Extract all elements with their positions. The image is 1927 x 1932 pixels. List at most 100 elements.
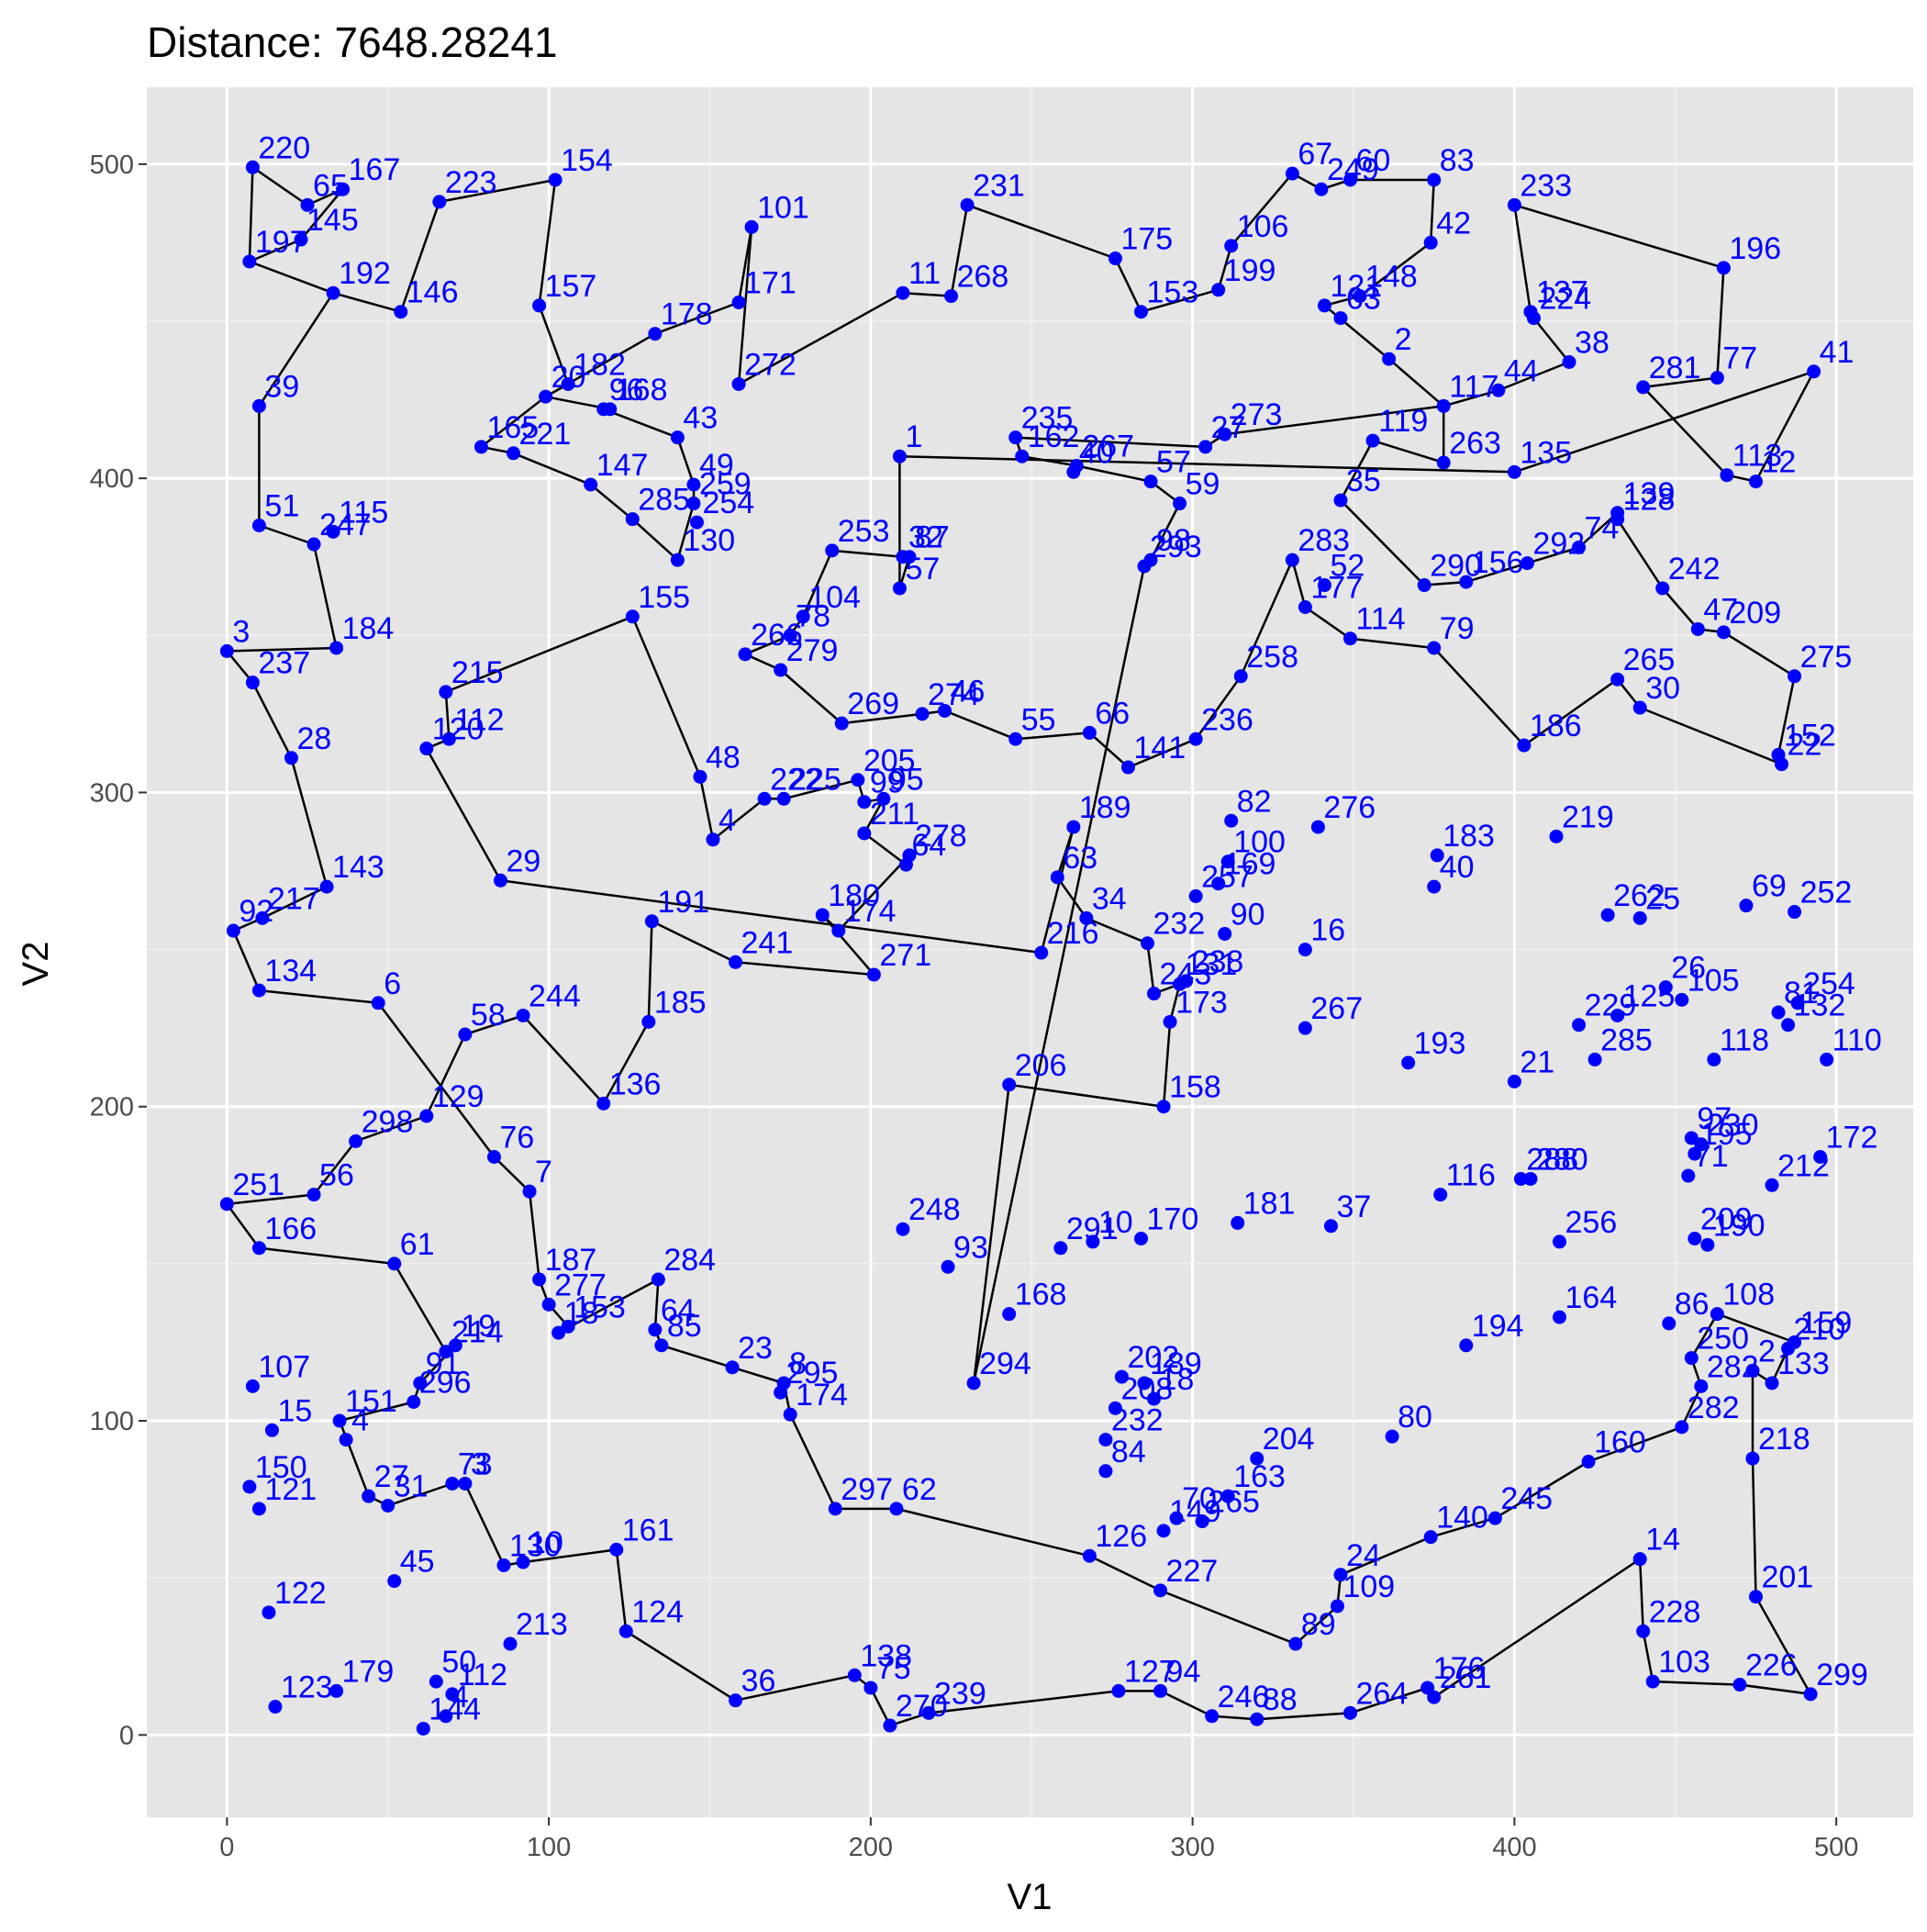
data-point <box>1710 371 1724 385</box>
data-point <box>294 232 308 247</box>
point-label: 118 <box>1720 1022 1769 1057</box>
point-label: 145 <box>306 203 359 238</box>
data-point <box>1153 1683 1168 1698</box>
point-label: 66 <box>1095 696 1130 731</box>
data-point <box>441 731 456 746</box>
data-point <box>1198 440 1213 454</box>
data-point <box>532 298 547 313</box>
data-point <box>1143 475 1158 489</box>
point-label: 232 <box>1153 907 1206 942</box>
point-label: 225 <box>789 762 841 797</box>
data-point <box>648 327 663 341</box>
point-label: 90 <box>1231 897 1265 932</box>
data-point <box>1066 820 1081 834</box>
point-label: 11 <box>908 256 941 291</box>
data-point <box>1427 173 1442 187</box>
data-point <box>596 1096 611 1111</box>
data-point <box>1333 311 1348 326</box>
point-label: 49 <box>699 448 734 483</box>
data-point <box>532 1272 547 1287</box>
point-label: 224 <box>1539 282 1591 317</box>
point-label: 209 <box>1700 1201 1753 1236</box>
data-point <box>493 873 507 888</box>
x-tick-label: 200 <box>849 1833 893 1862</box>
point-label: 98 <box>1156 523 1191 558</box>
data-point <box>825 543 840 558</box>
point-label: 220 <box>258 130 310 165</box>
data-point <box>1765 1376 1779 1390</box>
data-point <box>419 742 434 756</box>
data-point <box>1739 899 1754 913</box>
point-label: 25 <box>1645 881 1680 916</box>
point-label: 166 <box>264 1212 317 1246</box>
point-label: 74 <box>1585 510 1620 545</box>
data-point <box>1655 581 1670 596</box>
data-point <box>429 1674 443 1689</box>
point-label: 91 <box>426 1346 461 1381</box>
data-point <box>1636 1624 1651 1638</box>
data-point <box>774 663 788 677</box>
data-point <box>458 1027 473 1042</box>
point-label: 269 <box>847 687 899 721</box>
point-label: 8 <box>789 1346 807 1381</box>
data-point <box>1050 870 1064 885</box>
x-tick-label: 500 <box>1814 1833 1858 1862</box>
data-point <box>1430 848 1444 863</box>
point-label: 71 <box>1694 1139 1729 1174</box>
point-label: 227 <box>1166 1554 1219 1589</box>
point-label: 100 <box>1233 825 1286 860</box>
data-point <box>625 512 640 527</box>
point-label: 41 <box>1820 335 1855 370</box>
point-label: 85 <box>667 1309 702 1344</box>
point-label: 93 <box>953 1230 988 1265</box>
data-point <box>1082 725 1097 740</box>
point-label: 191 <box>657 885 709 920</box>
data-point <box>889 1502 904 1516</box>
point-label: 107 <box>258 1349 310 1384</box>
point-label: 217 <box>268 881 320 916</box>
point-label: 79 <box>1440 611 1475 646</box>
data-point <box>915 707 930 721</box>
point-label: 137 <box>1536 275 1588 310</box>
data-point <box>242 1480 257 1494</box>
point-label: 63 <box>1063 841 1097 876</box>
point-label: 141 <box>1133 731 1186 765</box>
data-point <box>432 195 447 209</box>
point-label: 298 <box>362 1104 414 1139</box>
x-axis-title: V1 <box>1008 1877 1053 1917</box>
point-label: 7 <box>535 1155 552 1189</box>
point-label: 264 <box>1356 1676 1409 1711</box>
data-point <box>1173 977 1187 991</box>
data-point <box>1487 1511 1502 1525</box>
point-label: 84 <box>1111 1435 1146 1469</box>
point-label: 297 <box>841 1472 893 1507</box>
data-point <box>731 376 746 391</box>
point-label: 135 <box>1520 435 1572 470</box>
point-label: 6 <box>384 966 401 1001</box>
data-point <box>1781 1341 1796 1356</box>
data-point <box>796 609 810 624</box>
point-label: 40 <box>1440 850 1475 885</box>
point-label: 3 <box>232 614 250 649</box>
point-label: 78 <box>796 598 830 633</box>
data-point <box>731 295 746 309</box>
point-label: 253 <box>838 514 890 549</box>
data-point <box>1002 1307 1017 1322</box>
x-tick-label: 100 <box>527 1833 571 1862</box>
data-point <box>1343 631 1358 646</box>
data-point <box>686 477 701 492</box>
point-label: 20 <box>551 360 586 395</box>
point-label: 266 <box>751 618 803 653</box>
point-label: 285 <box>1600 1022 1653 1057</box>
data-point <box>1298 1021 1312 1035</box>
data-point <box>1433 1188 1448 1202</box>
data-point <box>1250 1712 1264 1726</box>
point-label: 22 <box>1788 728 1822 763</box>
data-point <box>245 1379 260 1393</box>
data-point <box>1114 1369 1129 1384</box>
data-point <box>371 996 385 1011</box>
point-label: 222 <box>770 762 822 797</box>
data-point <box>439 1709 453 1724</box>
point-label: 202 <box>1127 1340 1179 1375</box>
